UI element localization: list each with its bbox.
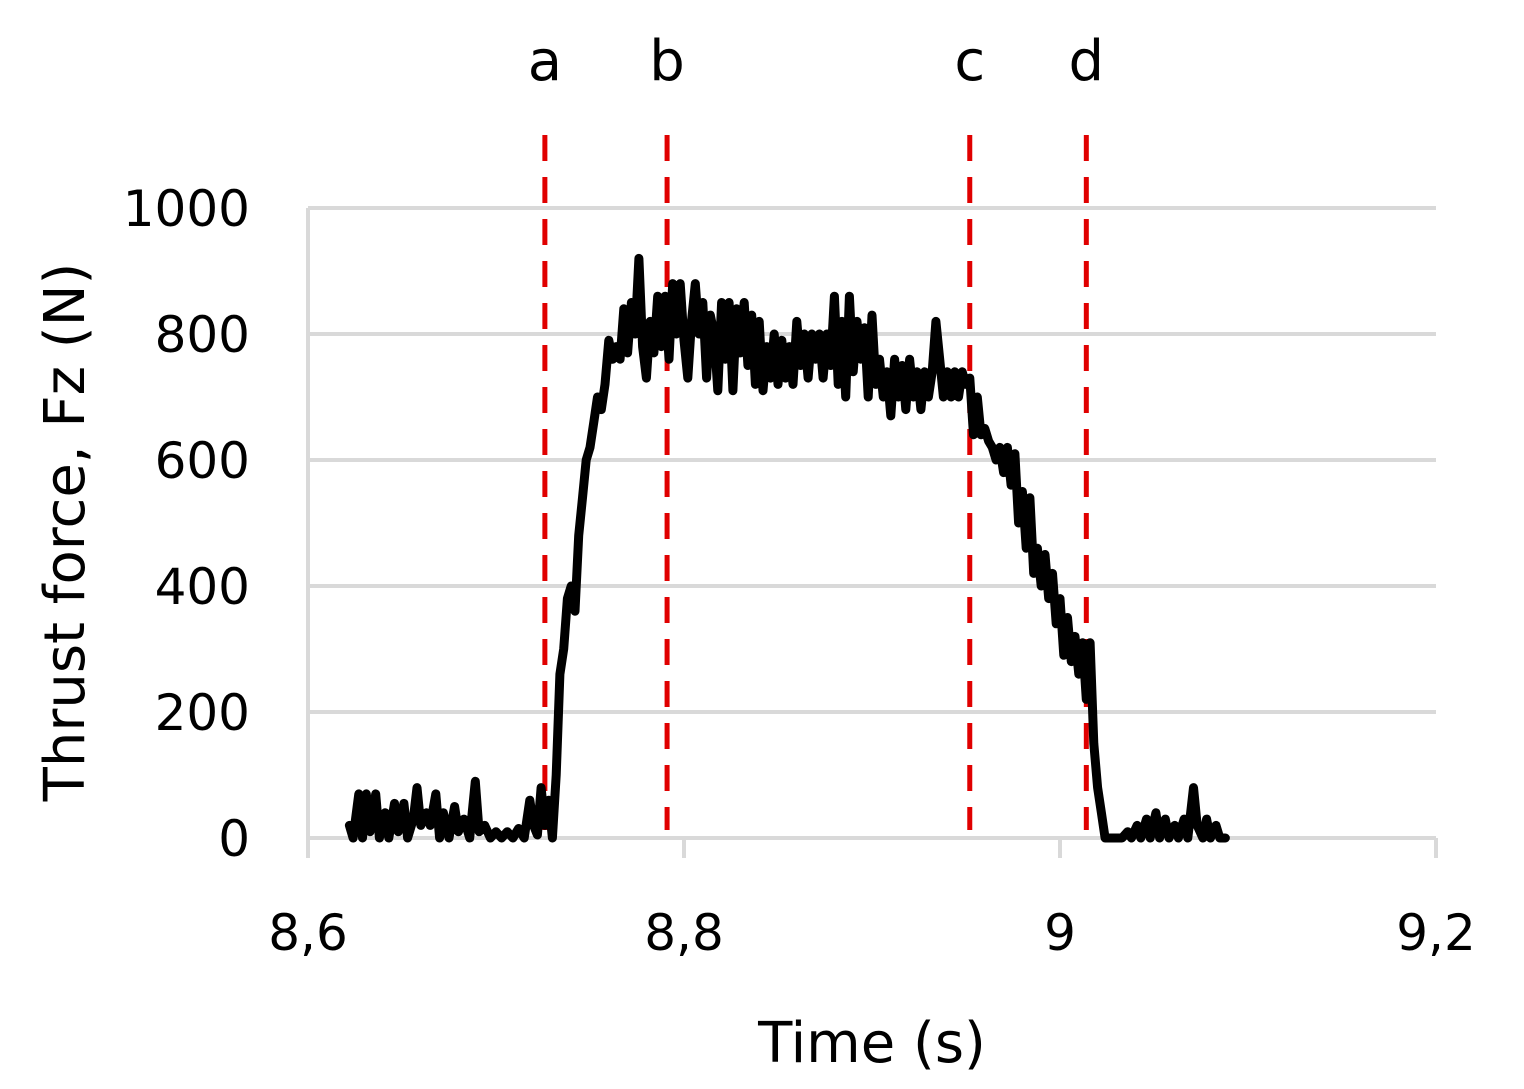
y-tick-label: 0 — [218, 810, 250, 868]
x-tick-label: 9 — [1044, 904, 1076, 962]
x-tick-label: 8,8 — [644, 904, 724, 962]
y-tick-label: 200 — [155, 684, 250, 742]
marker-label-c: c — [954, 29, 985, 94]
axes — [306, 208, 1438, 858]
x-tick-label: 9,2 — [1396, 904, 1476, 962]
event-markers: a b c d — [528, 29, 1104, 830]
y-tick-label: 400 — [155, 558, 250, 616]
x-tick-label: 8,6 — [268, 904, 348, 962]
y-tick-label: 1000 — [123, 180, 250, 238]
thrust-force-series-line — [344, 253, 1230, 843]
y-tick-label: 600 — [155, 432, 250, 490]
x-axis-title: Time (s) — [757, 1011, 986, 1076]
marker-label-b: b — [649, 29, 685, 94]
y-tick-labels: 0 200 400 600 800 1000 — [123, 180, 250, 868]
grid-lines — [308, 206, 1436, 714]
y-axis-title: Thrust force, Fz (N) — [33, 263, 98, 803]
marker-label-d: d — [1069, 29, 1105, 94]
marker-label-a: a — [528, 29, 562, 94]
y-tick-label: 800 — [155, 306, 250, 364]
x-tick-labels: 8,6 8,8 9 9,2 — [268, 904, 1476, 962]
